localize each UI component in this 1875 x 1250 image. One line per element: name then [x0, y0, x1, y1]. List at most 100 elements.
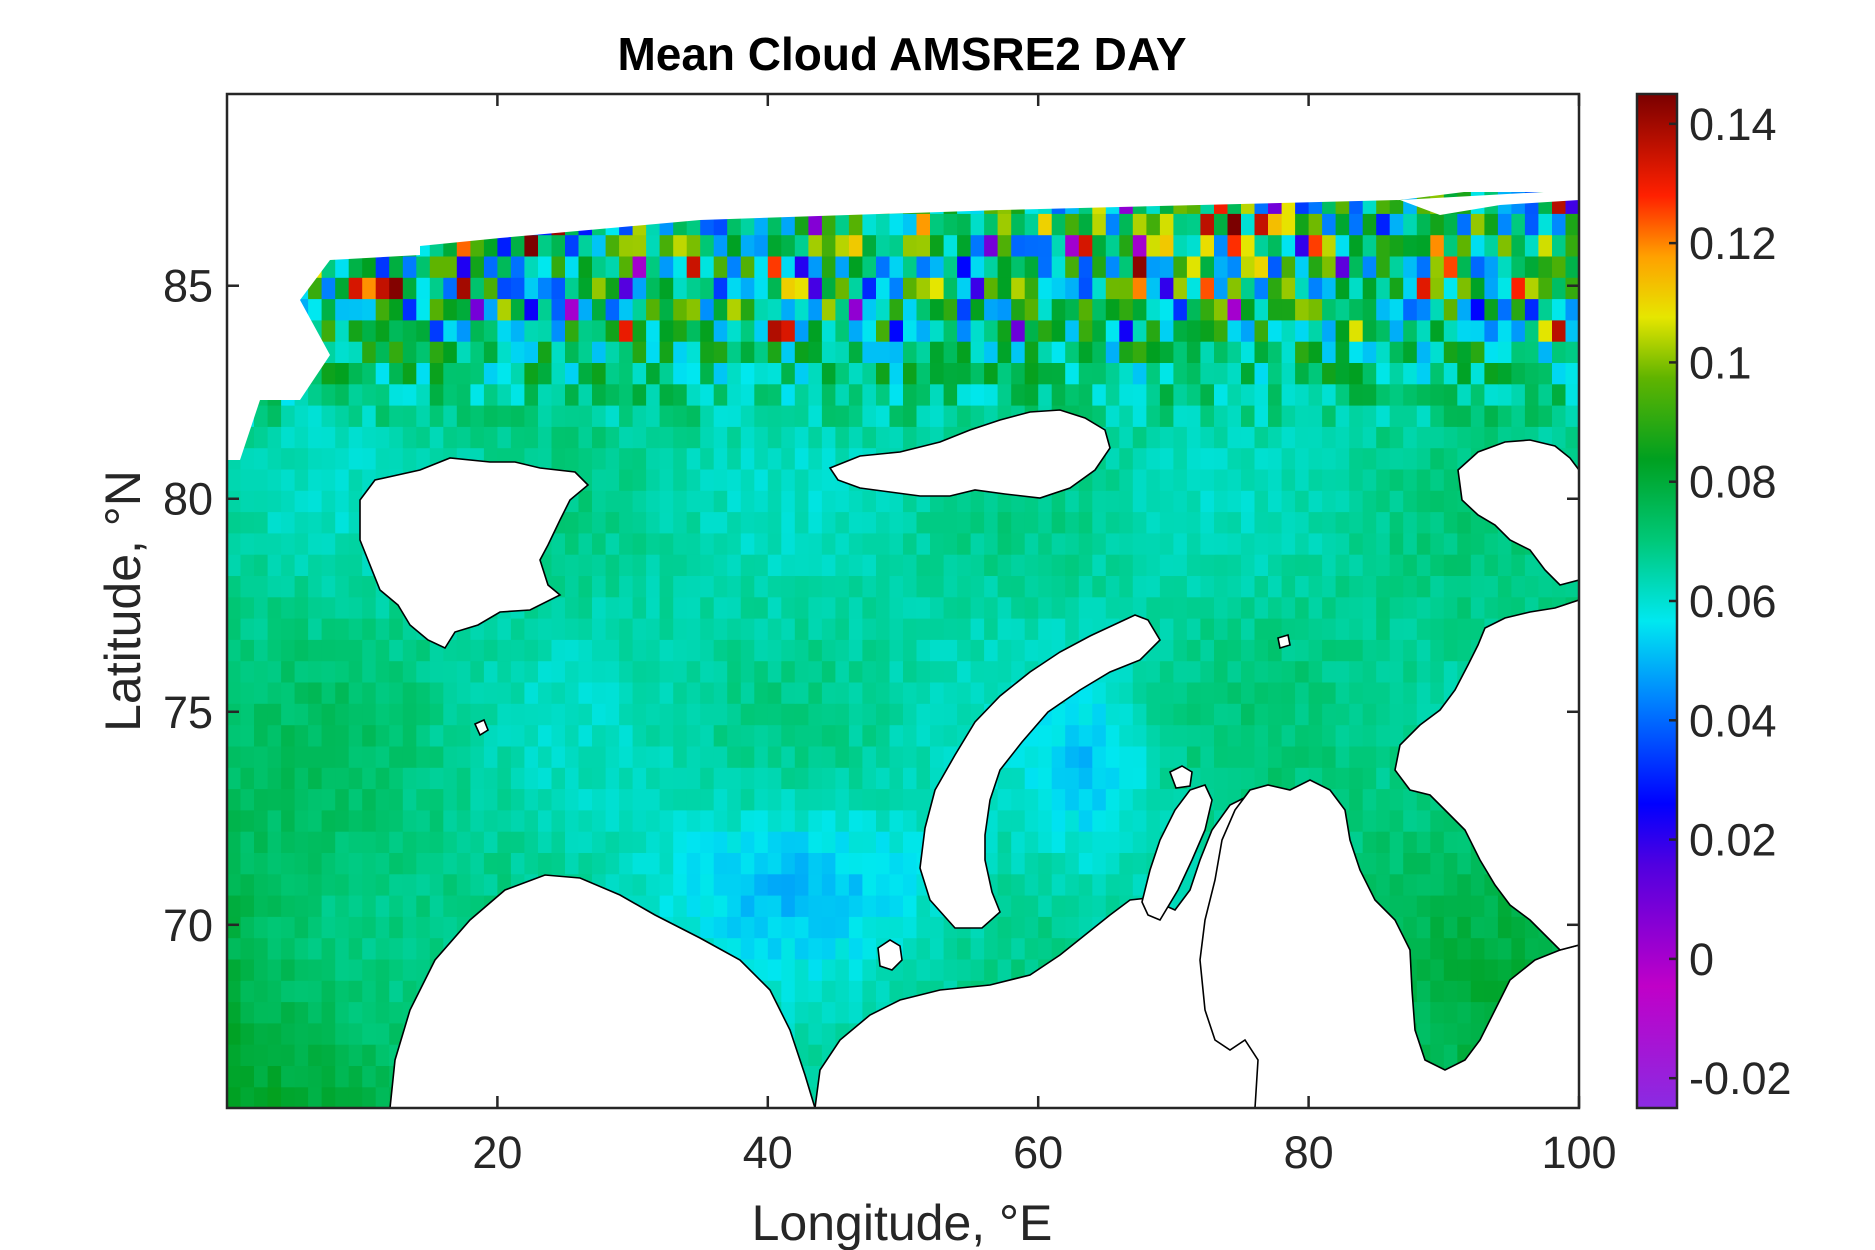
heatmap-cell	[1497, 958, 1512, 981]
heatmap-cell	[1457, 852, 1472, 875]
heatmap-cell	[794, 618, 809, 640]
heatmap-cell	[335, 703, 350, 726]
heatmap-cell	[632, 724, 647, 747]
heatmap-cell	[1065, 745, 1080, 768]
heatmap-cell	[713, 319, 728, 342]
heatmap-cell	[1024, 767, 1039, 790]
heatmap-cell	[389, 319, 404, 342]
heatmap-cell	[1011, 554, 1026, 576]
heatmap-cell	[294, 618, 309, 640]
heatmap-cell	[970, 596, 985, 619]
heatmap-cell	[416, 937, 431, 960]
heatmap-cell	[1132, 426, 1147, 449]
heatmap-cell	[1227, 575, 1242, 598]
heatmap-cell	[389, 383, 404, 406]
heatmap-cell	[1159, 405, 1174, 427]
heatmap-cell	[1105, 852, 1120, 875]
heatmap-cell	[375, 255, 390, 278]
heatmap-cell	[308, 788, 323, 811]
heatmap-cell	[551, 852, 566, 875]
heatmap-cell	[1065, 895, 1080, 917]
heatmap-cell	[646, 618, 661, 640]
heatmap-cell	[848, 852, 863, 875]
heatmap-cell	[429, 405, 444, 427]
heatmap-cell	[700, 809, 715, 832]
heatmap-cell	[632, 383, 647, 406]
heatmap-cell	[1362, 809, 1377, 832]
heatmap-cell	[673, 234, 688, 257]
heatmap-cell	[1430, 511, 1445, 534]
no-data-regions	[227, 94, 1579, 460]
heatmap-cell	[808, 362, 823, 385]
heatmap-cell	[510, 319, 525, 342]
heatmap-cell	[997, 319, 1012, 342]
heatmap-cell	[686, 596, 701, 619]
heatmap-cell	[240, 873, 255, 896]
heatmap-cell	[889, 745, 904, 768]
heatmap-cell	[659, 341, 674, 363]
heatmap-cell	[335, 468, 350, 491]
heatmap-cell	[1119, 681, 1134, 704]
heatmap-cell	[862, 937, 877, 960]
heatmap-cell	[1200, 447, 1215, 470]
heatmap-cell	[524, 362, 539, 385]
heatmap-cell	[930, 341, 945, 363]
heatmap-cell	[1349, 554, 1364, 576]
heatmap-cell	[808, 1001, 823, 1024]
heatmap-cell	[1186, 554, 1201, 576]
heatmap-cell	[1024, 852, 1039, 875]
heatmap-cell	[1416, 937, 1431, 960]
heatmap-cell	[470, 852, 485, 875]
heatmap-cell	[254, 660, 269, 683]
heatmap-cell	[835, 383, 850, 406]
heatmap-cell	[1173, 234, 1188, 257]
heatmap-cell	[429, 724, 444, 747]
heatmap-cell	[862, 873, 877, 896]
heatmap-cell	[646, 852, 661, 875]
heatmap-cell	[1268, 724, 1283, 747]
heatmap-cell	[997, 852, 1012, 875]
heatmap-cell	[984, 511, 999, 534]
heatmap-cell	[1295, 447, 1310, 470]
heatmap-cell	[943, 511, 958, 534]
colorbar-tick-label: 0.06	[1689, 576, 1777, 627]
heatmap-cell	[808, 234, 823, 257]
heatmap-cell	[294, 468, 309, 491]
heatmap-cell	[1376, 341, 1391, 363]
heatmap-cell	[876, 277, 891, 300]
heatmap-cell	[889, 511, 904, 534]
heatmap-cell	[1078, 809, 1093, 832]
heatmap-cell	[524, 341, 539, 363]
heatmap-cell	[1322, 618, 1337, 640]
heatmap-cell	[1227, 724, 1242, 747]
heatmap-cell	[1051, 788, 1066, 811]
heatmap-cell	[632, 788, 647, 811]
heatmap-cell	[794, 298, 809, 321]
heatmap-cell	[578, 277, 593, 300]
heatmap-cell	[713, 596, 728, 619]
heatmap-cell	[1403, 788, 1418, 811]
heatmap-cell	[1322, 703, 1337, 726]
heatmap-cell	[281, 895, 296, 917]
heatmap-cell	[1011, 937, 1026, 960]
heatmap-cell	[565, 852, 580, 875]
heatmap-cell	[930, 745, 945, 768]
heatmap-cell	[1389, 532, 1404, 555]
heatmap-cell	[375, 362, 390, 385]
heatmap-cell	[281, 405, 296, 427]
heatmap-cell	[1416, 277, 1431, 300]
heatmap-cell	[1227, 767, 1242, 790]
heatmap-cell	[1322, 234, 1337, 257]
heatmap-cell	[673, 383, 688, 406]
heatmap-cell	[551, 618, 566, 640]
heatmap-cell	[794, 681, 809, 704]
heatmap-cell	[821, 980, 836, 1003]
heatmap-cell	[794, 426, 809, 449]
heatmap-cell	[835, 277, 850, 300]
heatmap-cell	[862, 532, 877, 555]
heatmap-cell	[1024, 916, 1039, 939]
heatmap-cell	[592, 341, 607, 363]
heatmap-cell	[1159, 319, 1174, 342]
heatmap-cell	[1308, 532, 1323, 555]
heatmap-cell	[1227, 468, 1242, 491]
